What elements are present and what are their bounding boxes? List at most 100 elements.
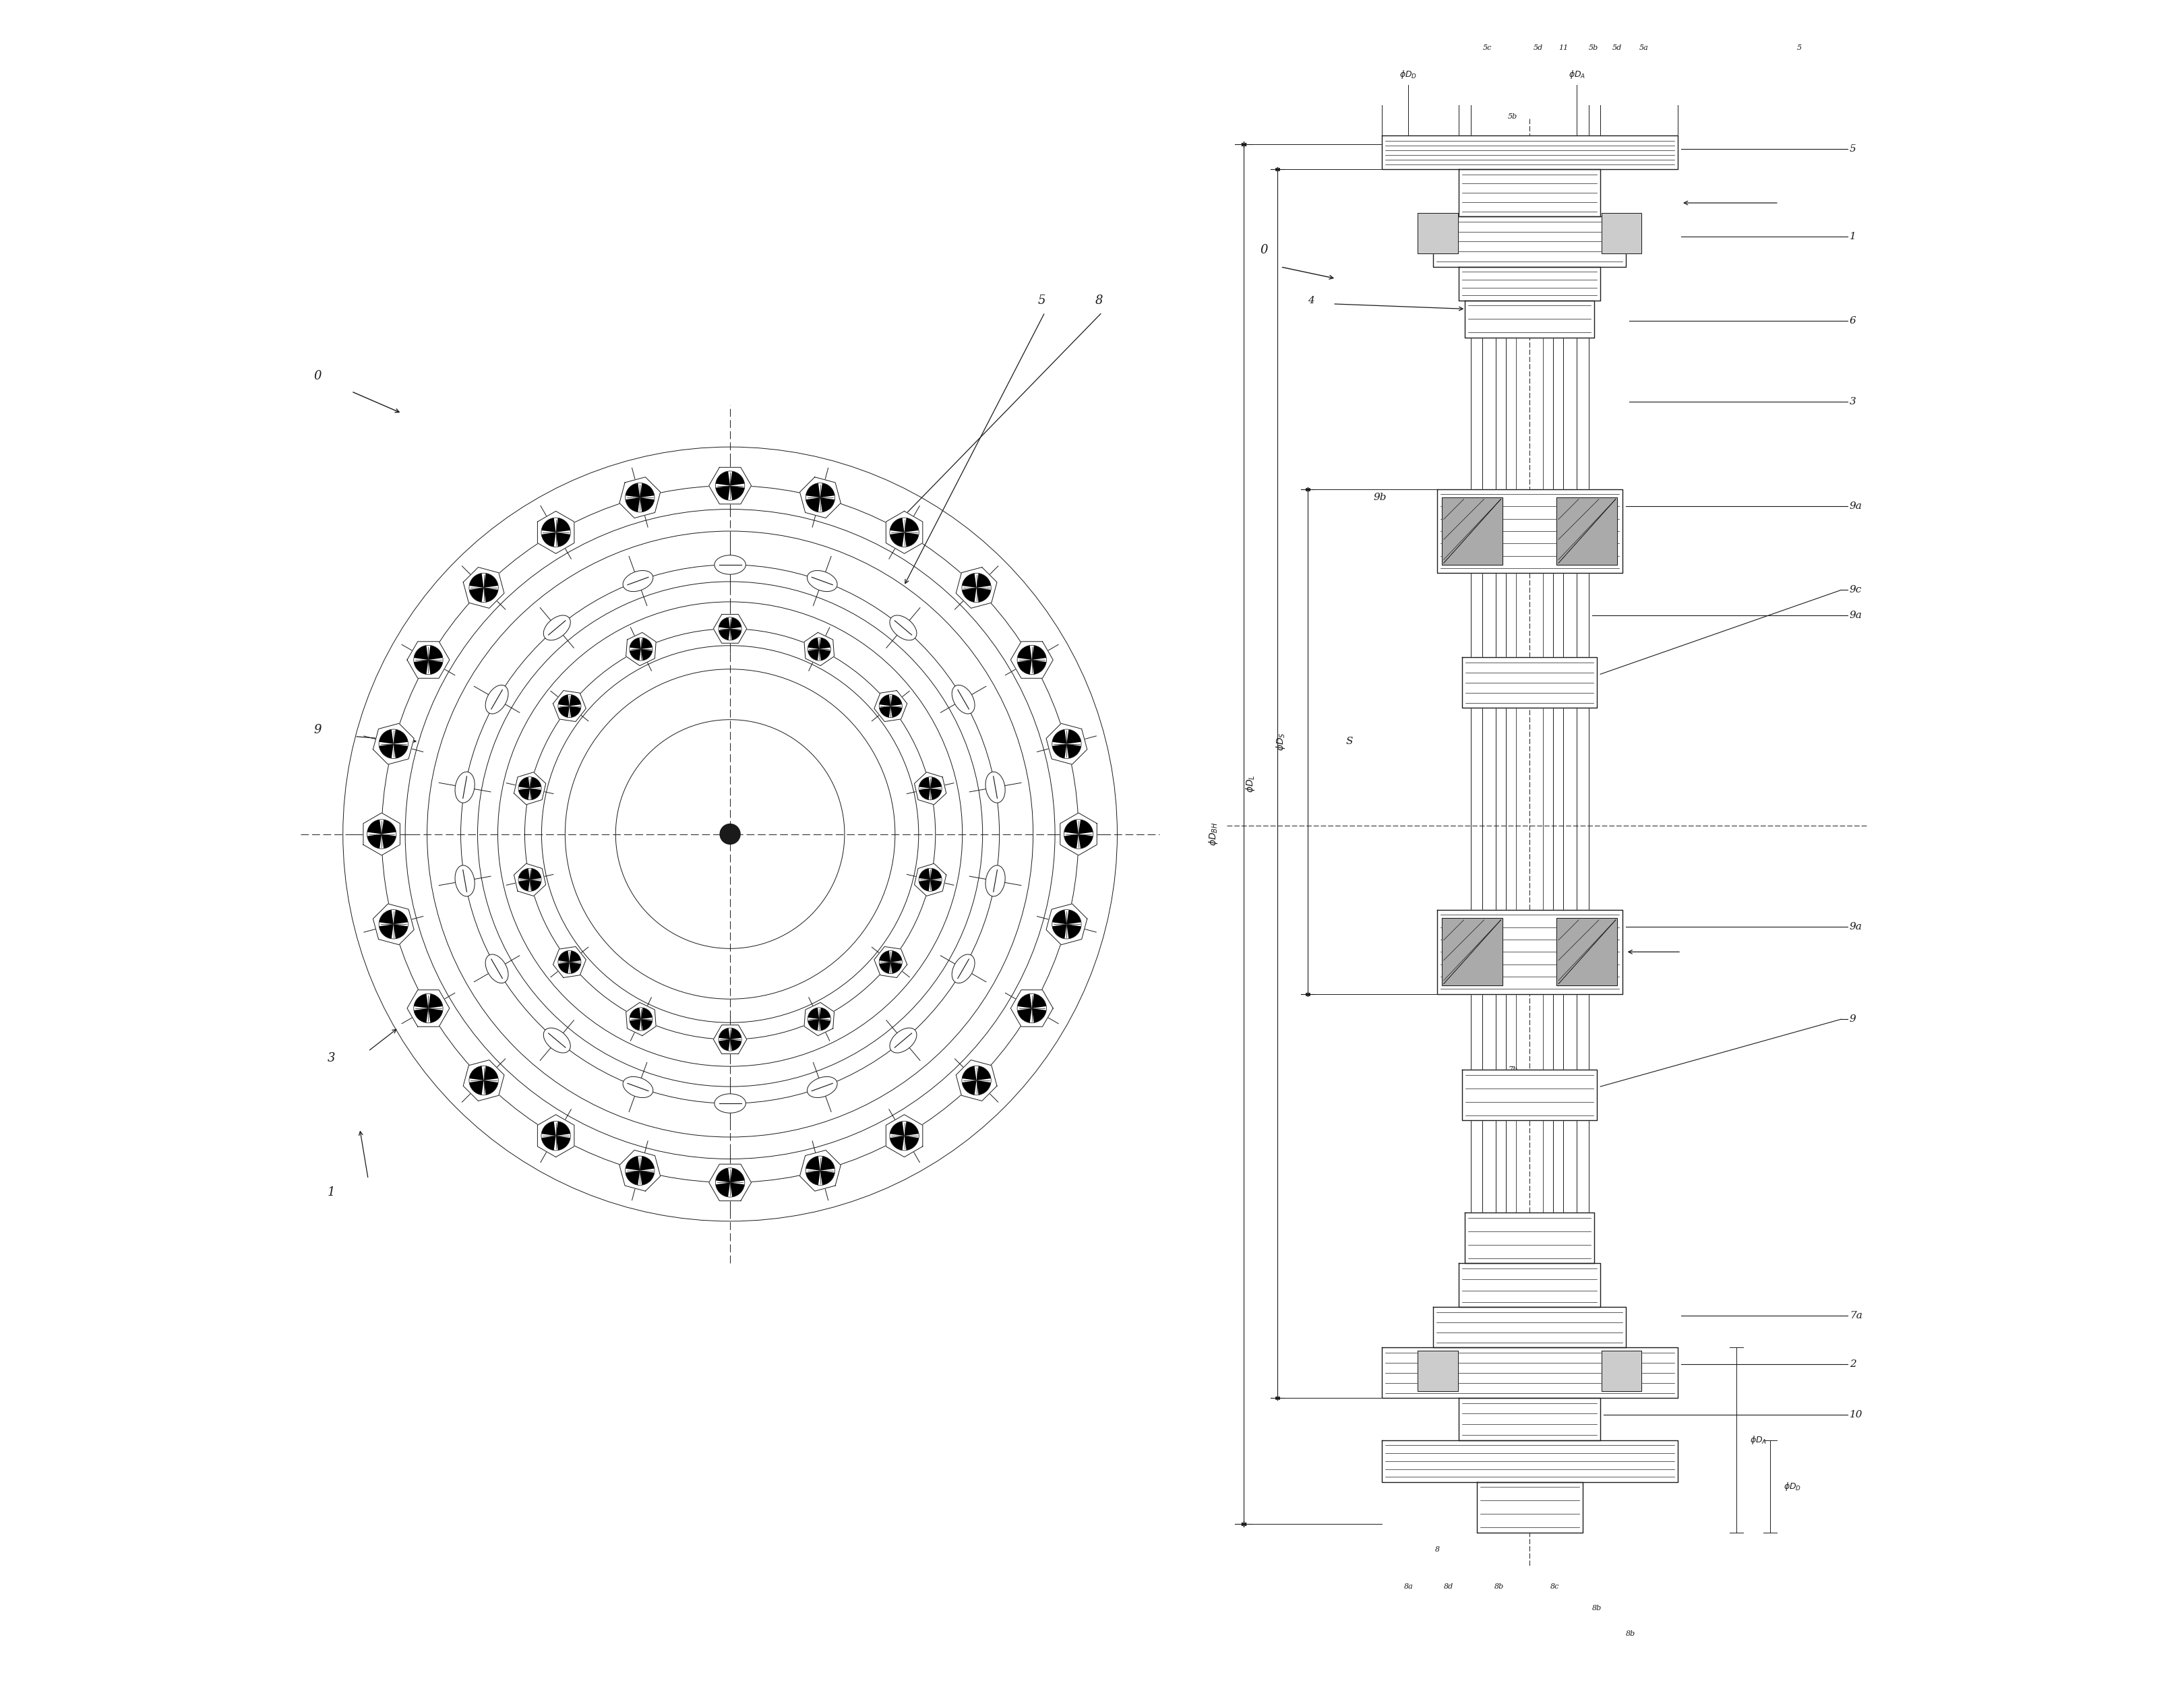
Polygon shape [1433,1308,1625,1348]
Wedge shape [729,1183,745,1196]
Polygon shape [1441,918,1503,986]
Wedge shape [891,962,902,974]
Polygon shape [1459,266,1601,300]
Wedge shape [806,484,821,497]
Text: 8b: 8b [1625,1629,1636,1636]
Polygon shape [957,1060,996,1100]
Polygon shape [1476,1483,1583,1533]
Polygon shape [406,642,450,679]
Ellipse shape [544,615,570,640]
Wedge shape [518,868,531,880]
Ellipse shape [985,866,1005,896]
Wedge shape [483,1067,498,1080]
Wedge shape [413,645,428,661]
Wedge shape [930,880,941,891]
Wedge shape [559,950,570,962]
Polygon shape [1433,216,1625,266]
Wedge shape [729,629,740,640]
Polygon shape [1382,135,1677,168]
Wedge shape [719,1040,729,1051]
Polygon shape [1046,723,1088,765]
Wedge shape [382,819,395,834]
Polygon shape [1463,1070,1597,1121]
Polygon shape [1382,1348,1677,1399]
Wedge shape [483,588,498,602]
Wedge shape [483,573,498,588]
Text: 2: 2 [1850,1360,1856,1368]
Text: 9a: 9a [1850,610,1863,620]
Wedge shape [380,743,393,758]
Wedge shape [531,777,542,789]
Wedge shape [393,925,408,939]
Wedge shape [625,484,640,497]
Wedge shape [719,1028,729,1040]
Text: 7b: 7b [1507,1067,1518,1073]
Wedge shape [808,1019,819,1031]
Wedge shape [729,1040,740,1051]
Wedge shape [483,1080,498,1095]
Ellipse shape [622,1077,653,1097]
Wedge shape [629,649,640,661]
Wedge shape [930,789,941,800]
Wedge shape [518,777,531,789]
Wedge shape [382,834,395,849]
Text: $\phi D_A$: $\phi D_A$ [1568,69,1586,81]
Wedge shape [729,472,745,485]
Polygon shape [887,1114,922,1158]
Wedge shape [919,880,930,891]
Wedge shape [470,1080,483,1095]
Wedge shape [1018,994,1031,1008]
Polygon shape [1459,168,1601,216]
Polygon shape [1463,657,1597,708]
Polygon shape [957,568,996,608]
Wedge shape [891,950,902,962]
Wedge shape [806,1171,821,1185]
Wedge shape [976,573,992,588]
Wedge shape [640,497,655,512]
Wedge shape [413,994,428,1008]
Wedge shape [629,637,640,649]
Ellipse shape [808,1077,836,1097]
Wedge shape [821,484,834,497]
Wedge shape [808,1008,819,1019]
Text: 0: 0 [314,371,321,382]
Wedge shape [880,694,891,706]
Wedge shape [531,868,542,880]
Wedge shape [919,777,930,789]
Wedge shape [393,730,408,743]
Text: 8c: 8c [1551,1584,1559,1591]
Wedge shape [570,950,581,962]
Wedge shape [819,1008,830,1019]
Wedge shape [380,910,393,925]
Polygon shape [804,632,834,666]
Wedge shape [367,834,382,849]
Text: 8: 8 [1096,295,1103,307]
Polygon shape [537,1114,574,1158]
Polygon shape [513,772,546,805]
Wedge shape [806,497,821,512]
Wedge shape [961,1080,976,1095]
Wedge shape [1018,1008,1031,1023]
Wedge shape [919,789,930,800]
Polygon shape [1557,918,1618,986]
Polygon shape [553,947,585,977]
Wedge shape [1064,834,1079,849]
Text: 5a: 5a [1640,45,1649,52]
Polygon shape [887,511,922,554]
Ellipse shape [485,686,509,714]
Wedge shape [729,1168,745,1183]
Wedge shape [1066,910,1081,925]
Polygon shape [620,1151,660,1191]
Polygon shape [915,772,946,805]
Wedge shape [1079,834,1092,849]
Wedge shape [413,1008,428,1023]
Wedge shape [557,1136,570,1151]
Wedge shape [625,497,640,512]
Text: 8b: 8b [1592,1604,1601,1611]
Polygon shape [915,863,946,896]
Text: 9: 9 [1850,1014,1856,1024]
Wedge shape [961,1067,976,1080]
Wedge shape [889,532,904,548]
Wedge shape [889,1136,904,1151]
Wedge shape [719,617,729,629]
